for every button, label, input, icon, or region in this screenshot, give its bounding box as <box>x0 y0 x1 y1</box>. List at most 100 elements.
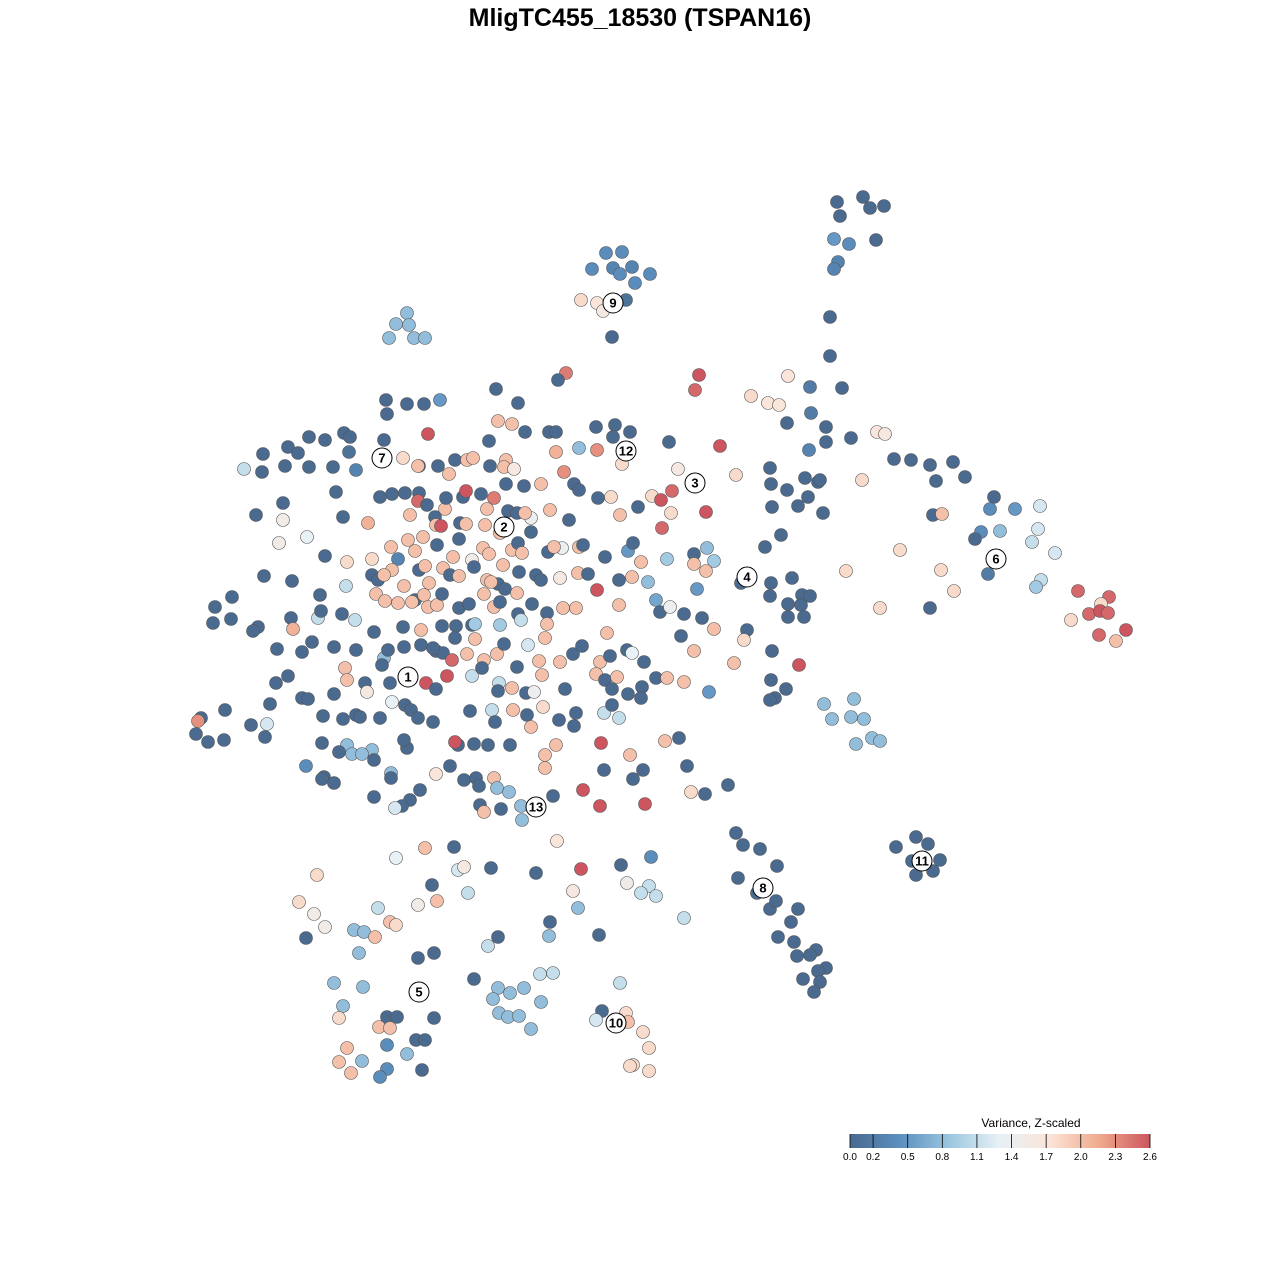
data-point <box>457 773 471 787</box>
data-point <box>642 1041 656 1055</box>
data-point <box>466 451 480 465</box>
data-point <box>781 610 795 624</box>
data-point <box>634 555 648 569</box>
data-point <box>736 838 750 852</box>
data-point <box>1048 546 1062 560</box>
data-point <box>946 455 960 469</box>
data-point <box>856 190 870 204</box>
data-point <box>487 491 501 505</box>
data-point <box>634 886 648 900</box>
data-point <box>1033 499 1047 513</box>
data-point <box>491 684 505 698</box>
data-point <box>780 483 794 497</box>
cluster-number: 9 <box>609 296 616 311</box>
data-point <box>503 986 517 1000</box>
data-point <box>590 583 604 597</box>
data-point <box>465 669 479 683</box>
data-point <box>257 569 271 583</box>
data-point <box>947 584 961 598</box>
data-point <box>388 801 402 815</box>
data-point <box>427 1011 441 1025</box>
cluster-marker <box>684 472 706 494</box>
data-point <box>510 586 524 600</box>
data-point <box>249 508 263 522</box>
data-point <box>349 643 363 657</box>
cluster-marker <box>752 877 774 899</box>
data-point <box>1101 606 1115 620</box>
data-point <box>224 612 238 626</box>
data-point <box>763 693 777 707</box>
data-point <box>613 267 627 281</box>
data-point <box>375 658 389 672</box>
data-point <box>468 617 482 631</box>
data-point <box>819 420 833 434</box>
data-point <box>521 638 535 652</box>
data-point <box>460 647 474 661</box>
data-point <box>468 632 482 646</box>
data-point <box>477 805 491 819</box>
data-point <box>663 600 677 614</box>
data-point <box>687 557 701 571</box>
data-point <box>813 473 827 487</box>
data-point <box>983 502 997 516</box>
data-point <box>385 695 399 709</box>
data-point <box>396 451 410 465</box>
data-point <box>484 575 498 589</box>
data-point <box>833 209 847 223</box>
data-point <box>332 1055 346 1069</box>
data-point <box>817 697 831 711</box>
data-point <box>605 330 619 344</box>
data-point <box>313 588 327 602</box>
cluster-number: 12 <box>619 444 633 459</box>
data-point <box>764 477 778 491</box>
data-point <box>625 570 639 584</box>
data-point <box>383 1021 397 1035</box>
data-point <box>695 611 709 625</box>
data-point <box>1031 522 1045 536</box>
cluster-label-13: 13 <box>525 796 547 818</box>
data-point <box>379 393 393 407</box>
data-point <box>574 862 588 876</box>
data-point <box>758 540 772 554</box>
data-point <box>430 538 444 552</box>
data-point <box>764 576 778 590</box>
cluster-marker <box>408 981 430 1003</box>
data-point <box>909 830 923 844</box>
cluster-label-5: 5 <box>408 981 430 1003</box>
data-point <box>518 506 532 520</box>
data-point <box>344 1066 358 1080</box>
data-point <box>576 538 590 552</box>
data-point <box>993 524 1007 538</box>
data-point <box>553 571 567 585</box>
data-point <box>518 425 532 439</box>
data-point <box>819 435 833 449</box>
cluster-number: 13 <box>529 800 543 815</box>
cluster-label-10: 10 <box>605 1012 627 1034</box>
data-point <box>929 474 943 488</box>
data-point <box>472 779 486 793</box>
data-point <box>605 682 619 696</box>
data-point <box>286 622 300 636</box>
data-point <box>445 653 459 667</box>
data-point <box>189 727 203 741</box>
data-point <box>591 491 605 505</box>
data-point <box>377 568 391 582</box>
cluster-number: 5 <box>415 985 422 1000</box>
data-point <box>371 901 385 915</box>
cluster-number: 2 <box>500 520 507 535</box>
data-point <box>608 418 622 432</box>
data-point <box>217 733 231 747</box>
data-point <box>562 513 576 527</box>
data-point <box>457 860 471 874</box>
data-point <box>878 427 892 441</box>
data-point <box>430 894 444 908</box>
legend-tick-label: 2.0 <box>1074 1152 1088 1163</box>
data-point <box>389 918 403 932</box>
data-point <box>515 813 529 827</box>
data-point <box>791 499 805 513</box>
data-point <box>459 484 473 498</box>
data-point <box>285 574 299 588</box>
data-point <box>538 631 552 645</box>
data-point <box>448 453 462 467</box>
data-point <box>397 733 411 747</box>
